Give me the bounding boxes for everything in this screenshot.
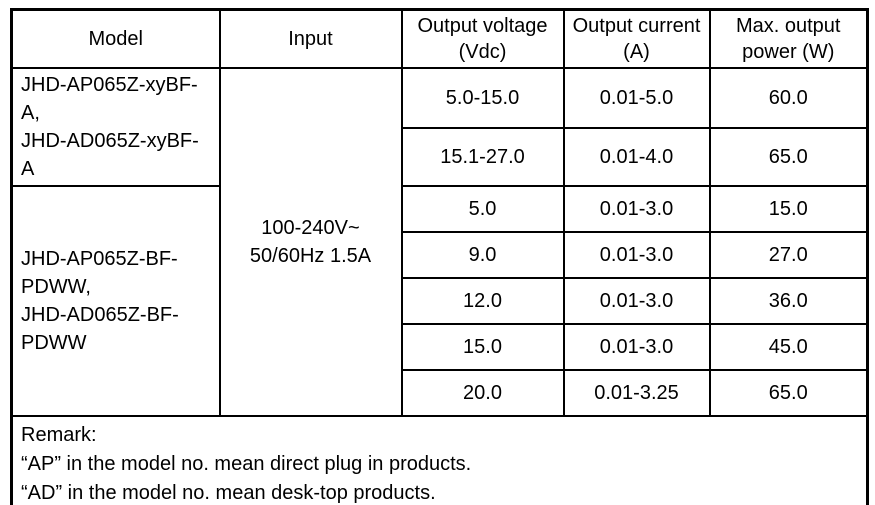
header-output-voltage: Output voltage (Vdc) [400,8,565,69]
current-cell: 0.01-3.0 [562,185,711,233]
voltage-cell: 5.0 [400,185,565,233]
current-cell: 0.01-3.0 [562,231,711,279]
power-cell: 65.0 [708,127,869,187]
model-name: JHD-AP065Z-xyBF-A, [21,74,198,124]
current-cell: 0.01-3.0 [562,323,711,371]
table-row: JHD-AP065Z-BF-PDWW, JHD-AD065Z-BF-PDWW 5… [10,185,869,417]
voltage-cell: 15.0 [400,323,565,371]
header-model: Model [10,8,221,69]
power-cell: 27.0 [708,231,869,279]
voltage-cell: 5.0-15.0 [400,66,565,130]
remark-line-ad: “AD” in the model no. mean desk-top prod… [21,482,436,504]
current-cell: 0.01-3.0 [562,277,711,325]
model-name: JHD-AD065Z-xyBF-A [21,130,199,180]
current-cell: 0.01-4.0 [562,127,711,187]
table-row: 12.0 0.01-3.0 36.0 [12,277,869,325]
power-cell: 45.0 [708,323,869,371]
model-name: JHD-AP065Z-BF-PDWW, [21,248,178,298]
model-name: JHD-AD065Z-BF-PDWW [21,304,179,354]
table-row: JHD-AP065Z-xyBF-A, JHD-AD065Z-xyBF-A 100… [10,66,869,417]
table-row: 9.0 0.01-3.0 27.0 [12,231,869,279]
power-cell: 65.0 [708,369,869,417]
remark-row: Remark: “AP” in the model no. mean direc… [10,415,869,505]
header-max-output-power: Max. output power (W) [708,8,869,69]
table-row: 15.0 0.01-3.0 45.0 [12,323,869,371]
header-input: Input [218,8,403,69]
power-cell: 15.0 [708,185,869,233]
voltage-cell: 15.1-27.0 [400,127,565,187]
power-cell: 36.0 [708,277,869,325]
model-group-2-cell: JHD-AP065Z-BF-PDWW, JHD-AD065Z-BF-PDWW [10,185,221,417]
header-row: Model Input Output voltage (Vdc) Output … [10,8,869,69]
current-cell: 0.01-3.25 [562,369,711,417]
current-cell: 0.01-5.0 [562,66,711,130]
voltage-cell: 20.0 [400,369,565,417]
header-output-current: Output current (A) [562,8,711,69]
voltage-cell: 12.0 [400,277,565,325]
remark-title: Remark: [21,424,97,446]
table-row: 20.0 0.01-3.25 65.0 [12,369,869,417]
model-group-1-cell: JHD-AP065Z-xyBF-A, JHD-AD065Z-xyBF-A [10,67,221,187]
table-row: 15.1-27.0 0.01-4.0 65.0 [12,127,869,187]
input-line: 50/60Hz 1.5A [249,245,372,267]
remark-line-ap: “AP” in the model no. mean direct plug i… [21,453,472,475]
input-line: 100-240V~ [261,217,360,239]
spec-table: Model Input Output voltage (Vdc) Output … [10,8,869,505]
voltage-cell: 9.0 [400,231,565,279]
input-cell: 100-240V~ 50/60Hz 1.5A [218,67,403,417]
power-cell: 60.0 [708,66,869,130]
remark-cell: Remark: “AP” in the model no. mean direc… [10,415,869,505]
